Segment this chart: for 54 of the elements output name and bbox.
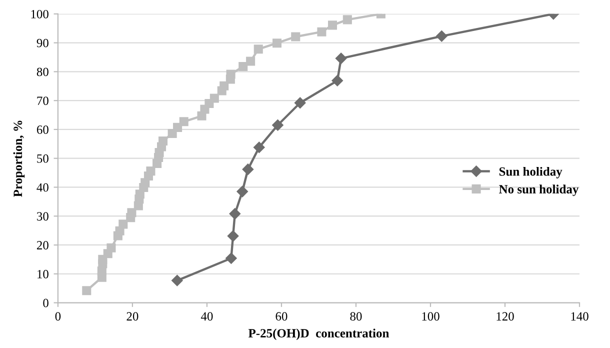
y-tick-label: 70	[37, 96, 48, 106]
x-tick-label: 140	[571, 312, 588, 321]
point	[82, 286, 92, 296]
x-tick-label: 20	[126, 312, 138, 321]
point	[335, 52, 347, 64]
point	[227, 230, 239, 242]
point	[294, 97, 306, 108]
point	[226, 70, 236, 79]
y-tick-label: 30	[37, 212, 48, 221]
point	[254, 142, 265, 153]
x-tick-label: 60	[276, 312, 288, 321]
point	[106, 243, 116, 252]
y-axis-title: Proportion, %	[13, 120, 25, 197]
x-axis-title: P-25(OH)D concentration	[248, 328, 390, 340]
y-tick-label: 40	[36, 183, 48, 192]
point	[179, 117, 188, 126]
point	[436, 30, 448, 42]
y-tick-label: 50	[37, 154, 48, 163]
point	[291, 32, 300, 42]
point	[332, 75, 343, 86]
point	[226, 252, 237, 264]
point	[254, 44, 263, 54]
x-tick-label: 80	[350, 312, 362, 321]
y-tick-label: 20	[36, 241, 48, 250]
point	[172, 274, 183, 286]
point	[220, 81, 229, 90]
point	[342, 15, 352, 24]
point	[158, 136, 168, 146]
point	[210, 94, 219, 103]
x-tick-label: 0	[55, 312, 61, 321]
y-tick-label: 100	[31, 10, 48, 18]
point	[118, 220, 128, 229]
point	[272, 120, 284, 131]
y-tick-label: 90	[36, 38, 48, 48]
point	[127, 208, 136, 218]
x-tick-label: 40	[200, 312, 213, 321]
y-tick-label: 60	[36, 125, 48, 134]
point	[229, 208, 241, 220]
x-tick-label: 100	[422, 312, 440, 321]
point	[146, 166, 156, 176]
point	[242, 164, 254, 175]
point	[173, 122, 182, 132]
x-tick-label: 120	[496, 312, 514, 321]
point	[246, 56, 256, 66]
point	[317, 27, 326, 36]
point	[328, 20, 338, 30]
y-tick-label: 80	[36, 68, 48, 76]
point	[238, 62, 248, 72]
legend-label: Sun holiday	[499, 166, 562, 178]
point	[272, 38, 282, 48]
y-tick-label: 0	[43, 298, 48, 308]
y-tick-label: 10	[38, 270, 48, 278]
point	[236, 186, 248, 198]
legend-label: No sun holiday	[499, 184, 579, 196]
